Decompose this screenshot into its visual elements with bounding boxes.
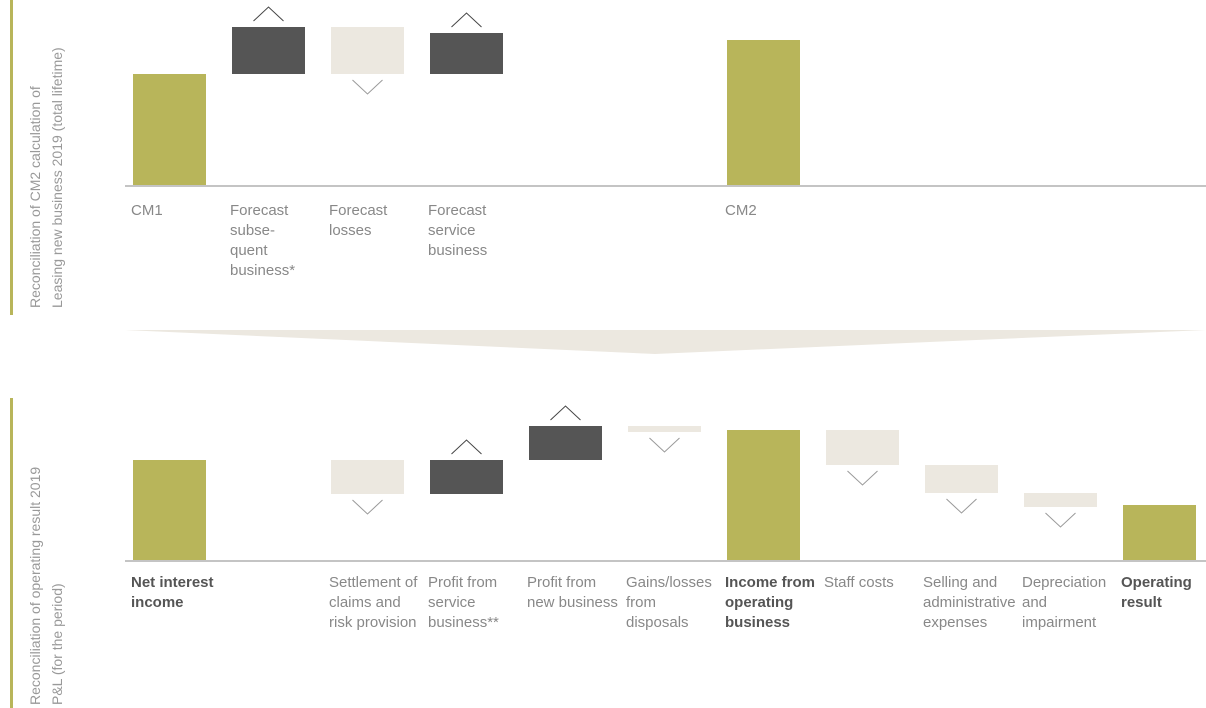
x-label: Depreciation and impairment: [1022, 574, 1107, 631]
direction-chevron: [451, 439, 482, 455]
direction-chevron: [847, 470, 878, 486]
bar: [727, 40, 800, 185]
bar: [430, 460, 503, 494]
side-bar: [10, 398, 13, 708]
direction-chevron: [352, 499, 383, 515]
x-label: CM2: [725, 202, 757, 219]
direction-chevron: [649, 437, 680, 453]
bar: [628, 426, 701, 432]
x-label: Profit from new business: [527, 574, 618, 611]
side-label: P&L (for the period): [49, 583, 65, 705]
bar: [1024, 493, 1097, 507]
direction-chevron: [1045, 512, 1076, 528]
x-label: Operating result: [1121, 574, 1192, 611]
x-label: Income from operating business: [725, 574, 816, 631]
bar: [430, 33, 503, 74]
side-label: Reconciliation of operating result 2019: [27, 467, 43, 705]
direction-chevron: [253, 6, 284, 22]
transition-band: [125, 330, 1206, 354]
bar: [331, 460, 404, 494]
bar: [1123, 505, 1196, 560]
bar: [331, 27, 404, 74]
bar: [727, 430, 800, 560]
bar: [826, 430, 899, 465]
bar: [925, 465, 998, 493]
x-label: Settlement of claims and risk provision: [329, 574, 418, 631]
bar: [232, 27, 305, 74]
x-label: Forecast losses: [329, 202, 388, 239]
x-label: Profit from service business**: [428, 574, 499, 631]
side-label: Reconciliation of CM2 calculation of: [27, 86, 43, 308]
x-label: Staff costs: [824, 574, 894, 591]
x-label: Forecast service business: [428, 202, 488, 259]
side-label: Leasing new business 2019 (total lifetim…: [49, 47, 65, 308]
bar: [133, 460, 206, 560]
direction-chevron: [352, 79, 383, 95]
x-label: Net interest income: [131, 574, 214, 611]
direction-chevron: [550, 405, 581, 421]
bar: [529, 426, 602, 460]
x-label: Gains/losses from disposals: [626, 574, 712, 631]
x-label: Selling and administrative expenses: [923, 574, 1016, 631]
side-bar: [10, 0, 13, 315]
x-label: CM1: [131, 202, 163, 219]
x-label: Forecast subse-quent business*: [230, 202, 296, 279]
direction-chevron: [451, 12, 482, 28]
direction-chevron: [946, 498, 977, 514]
bar: [133, 74, 206, 185]
